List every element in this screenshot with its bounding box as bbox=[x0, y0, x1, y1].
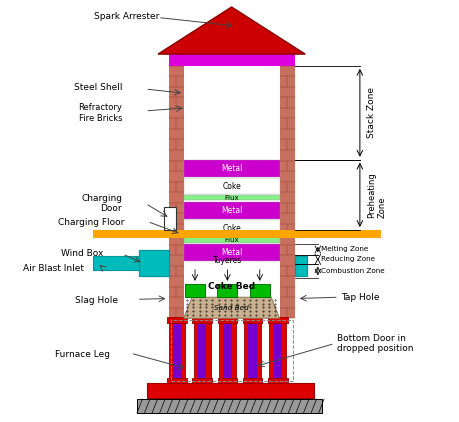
Text: Preheating
Zone: Preheating Zone bbox=[368, 172, 387, 218]
Bar bbox=[184, 202, 280, 219]
Text: Coke: Coke bbox=[222, 182, 241, 191]
Text: Wind Box: Wind Box bbox=[61, 249, 103, 257]
Bar bbox=[147, 384, 313, 398]
Bar bbox=[184, 244, 280, 262]
Bar bbox=[171, 320, 292, 381]
Bar bbox=[185, 284, 205, 297]
Bar bbox=[164, 207, 176, 230]
Text: Reducing Zone: Reducing Zone bbox=[321, 257, 375, 262]
Text: Charging Floor: Charging Floor bbox=[58, 218, 124, 227]
Bar bbox=[168, 54, 295, 66]
Bar bbox=[219, 318, 236, 384]
Bar bbox=[167, 316, 187, 323]
Bar bbox=[194, 318, 211, 384]
Bar bbox=[243, 379, 262, 384]
Text: Coke: Coke bbox=[222, 224, 241, 233]
Bar bbox=[184, 66, 280, 318]
Bar bbox=[248, 322, 257, 380]
Text: Bottom Door in
dropped position: Bottom Door in dropped position bbox=[337, 334, 413, 353]
Bar bbox=[218, 379, 237, 384]
Bar bbox=[139, 250, 168, 276]
Bar bbox=[192, 379, 212, 384]
Text: Spark Arrester: Spark Arrester bbox=[94, 12, 159, 21]
Text: Tap Hole: Tap Hole bbox=[341, 293, 380, 302]
Bar bbox=[167, 379, 187, 384]
Text: Metal: Metal bbox=[221, 206, 242, 215]
Text: Flux: Flux bbox=[224, 237, 239, 243]
Text: Flux: Flux bbox=[224, 195, 239, 200]
Bar bbox=[93, 230, 381, 238]
Bar bbox=[217, 284, 237, 297]
Text: Tuyeres: Tuyeres bbox=[213, 256, 242, 265]
Text: Stack Zone: Stack Zone bbox=[368, 87, 376, 138]
Text: Coke Bed: Coke Bed bbox=[208, 282, 255, 291]
Bar bbox=[274, 322, 282, 380]
Bar bbox=[295, 256, 308, 276]
Bar bbox=[244, 318, 261, 384]
Bar bbox=[168, 318, 185, 384]
Bar bbox=[93, 257, 139, 270]
Text: Charging
Door: Charging Door bbox=[81, 194, 122, 213]
Text: Metal: Metal bbox=[221, 248, 242, 257]
Text: Metal: Metal bbox=[221, 164, 242, 173]
Text: Refractory
Fire Bricks: Refractory Fire Bricks bbox=[78, 103, 122, 123]
Bar bbox=[184, 195, 280, 200]
Bar bbox=[269, 318, 286, 384]
Bar bbox=[250, 284, 270, 297]
Text: Sand Bed: Sand Bed bbox=[214, 305, 249, 311]
Polygon shape bbox=[158, 7, 305, 54]
Bar bbox=[198, 322, 207, 380]
Bar bbox=[243, 316, 262, 323]
Text: Slag Hole: Slag Hole bbox=[75, 296, 118, 305]
Text: Melting Zone: Melting Zone bbox=[321, 246, 369, 252]
Text: Air Blast Inlet: Air Blast Inlet bbox=[23, 264, 84, 273]
Bar bbox=[184, 220, 280, 236]
Text: Combustion Zone: Combustion Zone bbox=[321, 268, 385, 274]
Text: Furnace Leg: Furnace Leg bbox=[55, 350, 110, 360]
Bar bbox=[173, 322, 181, 380]
Text: Steel Shell: Steel Shell bbox=[74, 83, 122, 92]
Bar bbox=[137, 399, 322, 413]
Polygon shape bbox=[184, 297, 280, 318]
Bar bbox=[184, 237, 280, 243]
Bar bbox=[268, 316, 287, 323]
Bar bbox=[168, 66, 184, 318]
Bar bbox=[184, 178, 280, 194]
Bar bbox=[184, 160, 280, 177]
Bar bbox=[192, 316, 212, 323]
Bar bbox=[223, 322, 232, 380]
Bar bbox=[280, 66, 295, 318]
Bar bbox=[218, 316, 237, 323]
Bar bbox=[268, 379, 287, 384]
